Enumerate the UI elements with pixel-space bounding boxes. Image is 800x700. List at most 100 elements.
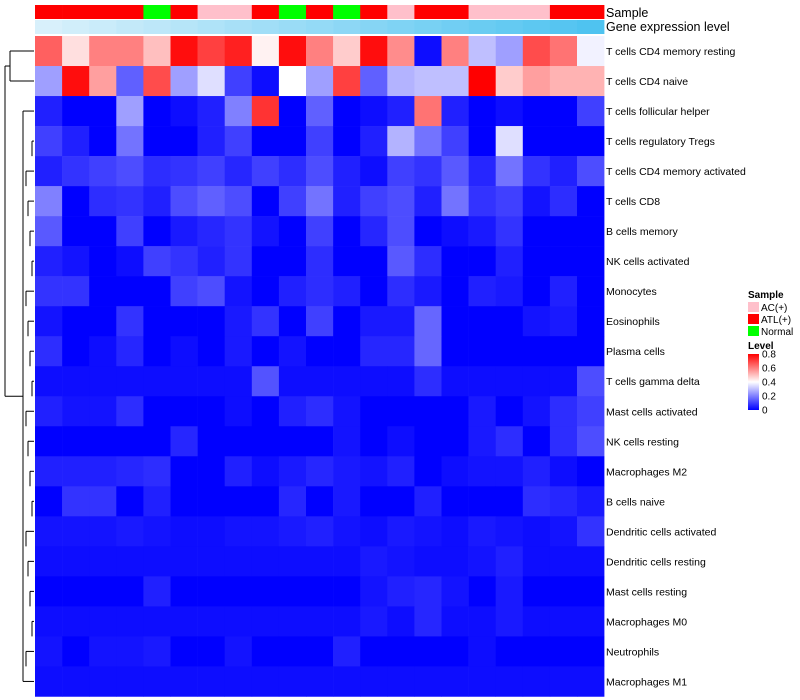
heatmap-cell [549, 96, 578, 127]
heatmap-cell [468, 96, 496, 127]
heatmap-cell [577, 606, 605, 637]
heatmap-cell [549, 186, 578, 217]
heatmap-cell [278, 66, 307, 97]
heatmap-cell [441, 246, 469, 277]
heatmap-cell [143, 276, 171, 307]
heatmap-cell [89, 96, 117, 127]
heatmap-cell [197, 426, 225, 457]
heatmap-cell [495, 246, 524, 277]
heatmap-cell [306, 186, 334, 217]
heatmap-cell [414, 246, 442, 277]
heatmap-cell [251, 606, 280, 637]
heatmap-cell [170, 576, 198, 607]
heatmap-cell [441, 396, 469, 427]
heatmap-cell [549, 66, 578, 97]
heatmap-cell [116, 276, 144, 307]
heatmap-cell [495, 186, 524, 217]
track-label-gene-expression: Gene expression level [606, 20, 730, 34]
heatmap-cell [468, 426, 496, 457]
heatmap-cell [306, 546, 334, 577]
heatmap-cell [278, 456, 307, 487]
heatmap-cell [441, 216, 469, 247]
expression-annotation-cell [306, 20, 334, 34]
heatmap-cell [278, 246, 307, 277]
heatmap-cell [224, 366, 253, 397]
heatmap-cell [35, 666, 63, 697]
heatmap-cell [495, 96, 524, 127]
heatmap-cell [35, 576, 63, 607]
heatmap-cell [278, 96, 307, 127]
heatmap-cell [170, 426, 198, 457]
heatmap-cell [116, 216, 144, 247]
heatmap-cell [35, 126, 63, 157]
heatmap-cell [251, 516, 280, 547]
heatmap-cell [62, 606, 90, 637]
heatmap-cell [197, 456, 225, 487]
heatmap-cell [333, 666, 361, 697]
heatmap-cell [251, 396, 280, 427]
heatmap-cell [224, 666, 253, 697]
heatmap-cell [251, 246, 280, 277]
heatmap-cell [251, 546, 280, 577]
heatmap-cell [306, 96, 334, 127]
heatmap-cell [143, 486, 171, 517]
heatmap-cell [278, 576, 307, 607]
heatmap-cell [116, 246, 144, 277]
heatmap-cell [251, 456, 280, 487]
heatmap-cell [224, 546, 253, 577]
heatmap-cell [468, 336, 496, 367]
expression-annotation-cell [333, 20, 361, 34]
heatmap-cell [35, 36, 63, 67]
heatmap-cell [549, 126, 578, 157]
level-legend-tick: 0.2 [762, 392, 776, 403]
heatmap-cell [251, 96, 280, 127]
row-label: Mast cells activated [606, 406, 698, 418]
heatmap-cell [197, 306, 225, 337]
expression-annotation-cell [89, 20, 117, 34]
heatmap-cell [62, 516, 90, 547]
heatmap-cell [170, 276, 198, 307]
expression-annotation-cell [414, 20, 442, 34]
heatmap-cell [333, 66, 361, 97]
heatmap-cell [522, 576, 551, 607]
heatmap-cell [414, 276, 442, 307]
heatmap-cell [116, 126, 144, 157]
heatmap-cell [333, 276, 361, 307]
heatmap-cell [360, 576, 388, 607]
sample-annotation-cell [577, 5, 605, 19]
heatmap-cell [170, 96, 198, 127]
heatmap-cell [414, 96, 442, 127]
heatmap-cell [89, 366, 117, 397]
heatmap-cell [441, 276, 469, 307]
heatmap-cell [577, 186, 605, 217]
heatmap-cell [577, 666, 605, 697]
heatmap-cell [143, 186, 171, 217]
heatmap-cell [143, 666, 171, 697]
heatmap-cell [577, 336, 605, 367]
heatmap-cell [495, 546, 524, 577]
heatmap-cell [224, 486, 253, 517]
row-label: NK cells activated [606, 256, 690, 268]
heatmap-cell [360, 636, 388, 667]
heatmap-cell [143, 636, 171, 667]
heatmap-cell [333, 516, 361, 547]
heatmap-cell [333, 456, 361, 487]
heatmap-cell [522, 366, 551, 397]
heatmap-cell [414, 636, 442, 667]
heatmap-cell [35, 306, 63, 337]
expression-annotation-cell [170, 20, 198, 34]
sample-annotation-cell [62, 5, 90, 19]
expression-annotation-cell [251, 20, 280, 34]
heatmap-cell [522, 636, 551, 667]
heatmap-cell [333, 216, 361, 247]
heatmap-cell [143, 546, 171, 577]
heatmap-cell [468, 186, 496, 217]
heatmap-cell [306, 66, 334, 97]
heatmap-cell [278, 156, 307, 187]
expression-annotation-cell [116, 20, 144, 34]
heatmap-cell [387, 516, 415, 547]
heatmap-cell [441, 336, 469, 367]
heatmap-cell [441, 456, 469, 487]
heatmap-cell [306, 486, 334, 517]
heatmap-cell [224, 276, 253, 307]
